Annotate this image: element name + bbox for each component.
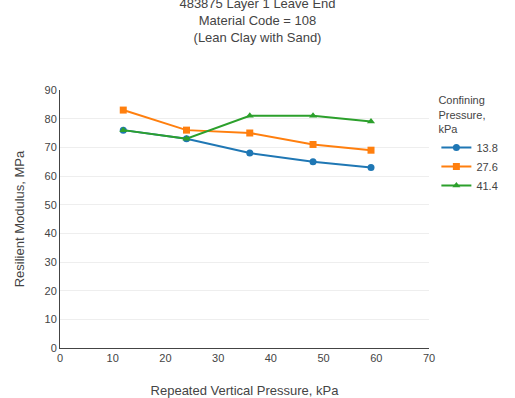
svg-text:0: 0	[51, 342, 57, 354]
svg-text:60: 60	[45, 170, 57, 182]
svg-text:0: 0	[57, 352, 63, 364]
svg-text:13.8: 13.8	[476, 142, 497, 154]
svg-text:30: 30	[45, 256, 57, 268]
svg-text:10: 10	[45, 313, 57, 325]
svg-text:ConfiningPressure,kPa: ConfiningPressure,kPa	[438, 94, 485, 135]
svg-text:40: 40	[45, 227, 57, 239]
svg-text:Resilient Modulus, MPa: Resilient Modulus, MPa	[12, 150, 27, 287]
svg-text:10: 10	[107, 352, 119, 364]
svg-text:483875 Layer 1 Leave EndMateri: 483875 Layer 1 Leave EndMaterial Code = …	[179, 0, 335, 45]
svg-text:40: 40	[265, 352, 277, 364]
svg-text:90: 90	[45, 84, 57, 96]
svg-text:50: 50	[45, 199, 57, 211]
svg-text:50: 50	[317, 352, 329, 364]
svg-text:60: 60	[370, 352, 382, 364]
svg-text:41.4: 41.4	[476, 180, 497, 192]
svg-text:20: 20	[159, 352, 171, 364]
svg-text:30: 30	[212, 352, 224, 364]
svg-text:20: 20	[45, 285, 57, 297]
svg-text:80: 80	[45, 113, 57, 125]
svg-text:70: 70	[45, 141, 57, 153]
svg-text:70: 70	[423, 352, 435, 364]
svg-text:27.6: 27.6	[476, 161, 497, 173]
svg-text:Repeated Vertical Pressure, kP: Repeated Vertical Pressure, kPa	[151, 383, 340, 398]
